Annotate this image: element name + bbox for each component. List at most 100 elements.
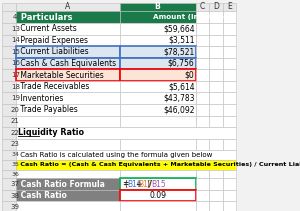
Bar: [223, 35, 236, 46]
Bar: [2, 150, 16, 160]
Text: Inventories: Inventories: [18, 94, 64, 103]
Bar: [119, 3, 196, 11]
Bar: [2, 160, 16, 170]
Text: Prepaid Expenses: Prepaid Expenses: [18, 36, 88, 45]
Bar: [209, 35, 223, 46]
Text: B: B: [155, 3, 161, 11]
Text: 37: 37: [11, 181, 20, 187]
Bar: [2, 178, 16, 190]
Text: )/: )/: [146, 180, 152, 188]
Text: 22: 22: [11, 130, 20, 136]
Bar: [209, 69, 223, 81]
Bar: [16, 190, 119, 201]
Text: Particulars: Particulars: [18, 13, 73, 22]
Bar: [2, 190, 16, 201]
Text: 19: 19: [11, 95, 20, 101]
Text: 23: 23: [11, 141, 20, 147]
Text: C: C: [200, 3, 205, 11]
Text: Marketable Securities: Marketable Securities: [18, 70, 104, 80]
Bar: [196, 11, 209, 23]
Bar: [119, 178, 196, 190]
Bar: [119, 35, 196, 46]
Bar: [223, 178, 236, 190]
Bar: [16, 139, 119, 150]
Text: +: +: [135, 180, 142, 188]
Bar: [16, 160, 236, 170]
Bar: [119, 23, 196, 35]
Text: Cash Ratio Formula: Cash Ratio Formula: [18, 180, 105, 188]
Bar: [196, 23, 209, 35]
Text: 35: 35: [11, 162, 19, 167]
Bar: [209, 23, 223, 35]
Bar: [119, 69, 196, 81]
Bar: [16, 92, 119, 104]
Text: 39: 39: [11, 204, 20, 210]
Bar: [2, 139, 16, 150]
Bar: [209, 178, 223, 190]
Text: 38: 38: [11, 193, 20, 199]
Bar: [16, 170, 119, 178]
Text: Liquidity Ratio: Liquidity Ratio: [18, 128, 84, 137]
Bar: [196, 81, 209, 92]
Bar: [209, 190, 223, 201]
Bar: [119, 190, 196, 201]
Text: Cash Ratio: Cash Ratio: [18, 191, 67, 200]
Text: $59,664: $59,664: [163, 24, 194, 33]
Bar: [209, 11, 223, 23]
Bar: [223, 190, 236, 201]
Text: Cash Ratio is calculated using the formula given below: Cash Ratio is calculated using the formu…: [18, 152, 212, 158]
Text: 17: 17: [11, 72, 20, 78]
Bar: [223, 3, 236, 11]
Bar: [119, 178, 196, 190]
Bar: [223, 201, 236, 211]
Text: Cash & Cash Equivalents: Cash & Cash Equivalents: [18, 59, 116, 68]
Text: E: E: [227, 3, 232, 11]
Bar: [223, 58, 236, 69]
Text: 13: 13: [11, 26, 20, 32]
Bar: [119, 69, 196, 81]
Bar: [223, 170, 236, 178]
Bar: [2, 3, 16, 11]
Bar: [209, 201, 223, 211]
Bar: [196, 178, 209, 190]
Text: 15: 15: [11, 49, 20, 55]
Text: B15: B15: [152, 180, 166, 188]
Bar: [223, 104, 236, 115]
Bar: [209, 46, 223, 58]
Bar: [223, 11, 236, 23]
Bar: [119, 190, 196, 201]
Text: B17: B17: [138, 180, 153, 188]
Text: $3,511: $3,511: [168, 36, 194, 45]
Bar: [196, 104, 209, 115]
Bar: [196, 170, 209, 178]
Bar: [2, 81, 16, 92]
Bar: [119, 46, 196, 58]
Bar: [16, 115, 119, 127]
Bar: [223, 81, 236, 92]
Bar: [119, 115, 196, 127]
Bar: [16, 127, 236, 139]
Text: $43,783: $43,783: [163, 94, 194, 103]
Text: $46,092: $46,092: [163, 105, 194, 114]
Bar: [196, 190, 209, 201]
Bar: [16, 69, 119, 81]
Bar: [196, 35, 209, 46]
Bar: [223, 69, 236, 81]
Bar: [2, 11, 16, 23]
Bar: [209, 104, 223, 115]
Bar: [223, 92, 236, 104]
Text: 36: 36: [11, 172, 19, 177]
Bar: [119, 81, 196, 92]
Bar: [2, 92, 16, 104]
Bar: [119, 58, 196, 69]
Bar: [2, 104, 16, 115]
Bar: [196, 201, 209, 211]
Bar: [223, 139, 236, 150]
Text: 14: 14: [11, 37, 20, 43]
Bar: [16, 104, 119, 115]
Bar: [223, 46, 236, 58]
Bar: [2, 127, 16, 139]
Bar: [119, 139, 196, 150]
Bar: [16, 46, 119, 58]
Bar: [16, 58, 119, 69]
